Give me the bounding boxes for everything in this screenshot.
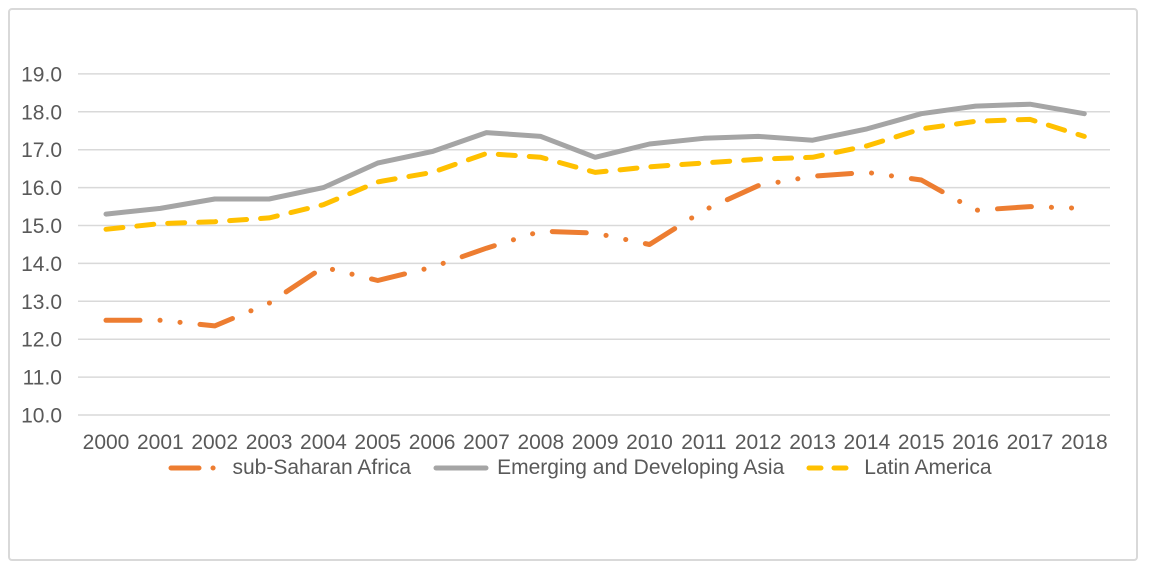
dash-dot-line-swatch-icon [168,465,224,471]
legend-item-emerging-developing-asia: Emerging and Developing Asia [433,456,784,480]
x-axis-labels: 2000 2001 2002 2003 2004 2005 2006 2007 2008 2009… [83,431,1108,454]
series-line-sub-saharan-africa [103,169,1087,329]
series-lines [103,101,1087,329]
legend-item-sub-saharan-africa: sub-Saharan Africa [168,456,411,480]
x-tick-label: 2000 [83,431,130,454]
x-tick-label: 2002 [191,431,238,454]
legend-label: Emerging and Developing Asia [497,456,785,479]
x-tick-label: 2013 [789,431,836,454]
x-tick-label: 2016 [952,431,999,454]
y-tick-label: 12.0 [21,329,62,352]
series-line-emerging-and-developing-asia [103,101,1087,217]
dashed-line-swatch-icon [806,465,856,471]
x-tick-label: 2011 [681,431,726,454]
x-tick-label: 2018 [1061,431,1108,454]
chart-frame-border [8,8,1138,561]
legend-label: Latin America [864,456,992,479]
y-tick-label: 11.0 [23,367,62,390]
series-line-latin-america [103,116,1087,232]
y-tick-label: 18.0 [21,101,62,124]
solid-line-swatch-icon [433,465,489,471]
x-tick-label: 2007 [463,431,510,454]
x-tick-label: 2017 [1007,431,1054,454]
chart-legend: sub-Saharan Africa Emerging and Developi… [0,453,1160,483]
y-tick-label: 15.0 [21,215,62,238]
y-tick-label: 10.0 [21,405,62,428]
x-tick-label: 2009 [572,431,619,454]
y-tick-label: 19.0 [21,63,62,86]
x-tick-label: 2001 [137,431,184,454]
x-tick-label: 2012 [735,431,782,454]
x-tick-label: 2003 [246,431,293,454]
y-tick-label: 17.0 [21,139,62,162]
y-tick-label: 13.0 [21,291,62,314]
x-tick-label: 2014 [844,431,891,454]
x-tick-label: 2006 [409,431,456,454]
y-tick-label: 16.0 [21,177,62,200]
x-tick-label: 2010 [626,431,673,454]
legend-item-latin-america: Latin America [806,456,992,480]
y-axis-labels: 10.0 11.0 12.0 13.0 14.0 15.0 16.0 17.0 18.0 19.0 [21,63,62,427]
x-tick-label: 2008 [517,431,564,454]
x-tick-label: 2015 [898,431,945,454]
x-tick-label: 2005 [354,431,401,454]
legend-label: sub-Saharan Africa [232,456,412,479]
y-tick-label: 14.0 [21,253,62,276]
x-tick-label: 2004 [300,431,347,454]
